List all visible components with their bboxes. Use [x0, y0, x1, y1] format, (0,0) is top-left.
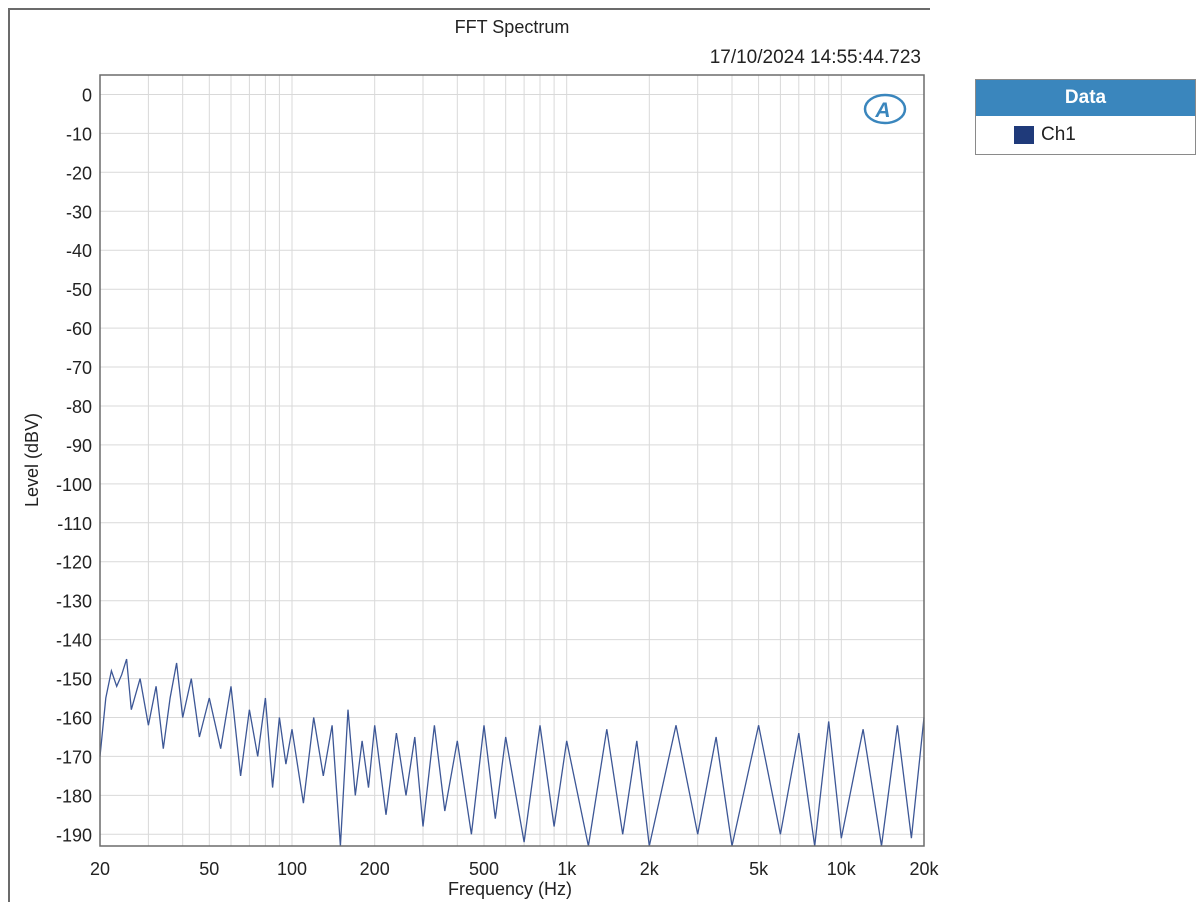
y-tick-label: -170: [56, 747, 92, 767]
y-tick-label: -40: [66, 241, 92, 261]
y-tick-label: -100: [56, 475, 92, 495]
x-tick-label: 1k: [557, 859, 577, 879]
x-tick-label: 100: [277, 859, 307, 879]
y-tick-label: -70: [66, 358, 92, 378]
x-tick-label: 500: [469, 859, 499, 879]
y-tick-label: -80: [66, 397, 92, 417]
x-axis-ticks: 20 50 100 200 500 1k 2k 5k 10k 20k: [90, 859, 940, 879]
x-tick-label: 50: [199, 859, 219, 879]
grid: [99, 75, 925, 846]
legend: Data Ch1: [975, 79, 1196, 155]
chart-timestamp: 17/10/2024 14:55:44.723: [710, 47, 921, 68]
y-tick-label: -120: [56, 553, 92, 573]
y-tick-label: -20: [66, 163, 92, 183]
y-tick-label: 0: [82, 86, 92, 106]
x-tick-label: 20: [90, 859, 110, 879]
x-tick-label: 10k: [827, 859, 857, 879]
y-tick-label: -50: [66, 280, 92, 300]
y-tick-label: -180: [56, 786, 92, 806]
legend-swatch: [1014, 126, 1034, 144]
y-tick-label: -60: [66, 319, 92, 339]
y-tick-label: -150: [56, 670, 92, 690]
y-tick-label: -90: [66, 436, 92, 456]
window-left-border: [8, 8, 10, 902]
svg-text:A: A: [874, 99, 890, 122]
x-tick-label: 20k: [909, 859, 939, 879]
y-axis-label: Level (dBV): [22, 413, 42, 507]
y-tick-label: -110: [57, 514, 92, 534]
legend-title: Data: [976, 80, 1195, 116]
y-tick-label: -190: [56, 825, 92, 845]
x-tick-label: 200: [360, 859, 390, 879]
y-tick-label: -30: [66, 202, 92, 222]
legend-label: Ch1: [1041, 124, 1076, 145]
x-tick-label: 5k: [749, 859, 769, 879]
y-tick-label: -140: [56, 631, 92, 651]
y-axis-ticks: 0 -10 -20 -30 -40 -50 -60 -70 -80 -90 -100 -110 -120…: [56, 86, 92, 846]
legend-item-ch1[interactable]: Ch1: [976, 116, 1195, 154]
x-tick-label: 2k: [640, 859, 660, 879]
y-tick-label: -10: [66, 124, 92, 144]
ap-logo-icon: A: [863, 93, 907, 125]
series-line-ch1: [99, 658, 925, 847]
x-axis-label: Frequency (Hz): [448, 879, 572, 899]
chart-title: FFT Spectrum: [455, 17, 570, 37]
window-top-border: [8, 8, 930, 10]
y-tick-label: -160: [56, 709, 92, 729]
y-tick-label: -130: [56, 592, 92, 612]
plot-area-border: [99, 74, 925, 847]
